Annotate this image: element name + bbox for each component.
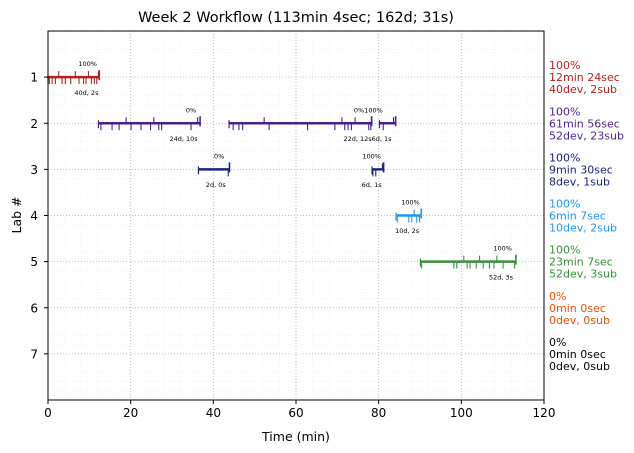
lab-5-summary-line: 52dev, 3sub [549,268,617,281]
lab-5-summary-line: 23min 7sec [549,256,613,269]
lab-3-annotation: 100% [362,152,381,160]
y-tick-label: 7 [30,347,38,361]
lab-2-annotation: 0%100% [354,106,383,114]
lab-2-summary-line: 100% [549,105,580,118]
grid-layer [47,31,545,400]
lab-6-summary-line: 0min 0sec [549,302,606,315]
lab-3-annotation: 2d, 0s [206,181,227,189]
lab-3-summary-line: 8dev, 1sub [549,175,610,188]
lab-1-annotation: 40d, 2s [74,89,99,97]
lab-4-annotation: 100% [401,199,420,207]
lab-4-summary-line: 10dev, 2sub [549,222,617,235]
lab-5-annotation: 100% [493,245,512,253]
lab-1-summary-line: 100% [549,59,580,72]
y-tick-label: 2 [30,117,38,131]
lab-2-summary-line: 61min 56sec [549,117,620,130]
lab-3-annotation: 6d, 1s [362,181,383,189]
plot-frame [47,30,545,401]
lab-6-summary-line: 0% [549,290,566,303]
lab-4-summary-line: 6min 7sec [549,210,606,223]
x-tick-label: 0 [44,406,52,420]
chart-title: Week 2 Workflow (113min 4sec; 162d; 31s) [138,10,454,26]
lab-1-summary-line: 12min 24sec [549,71,620,84]
lab-4-summary-line: 100% [549,198,580,211]
lab-4-annotation: 10d, 2s [395,227,420,235]
x-tick-label: 20 [123,406,138,420]
x-axis-label: Time (min) [261,429,330,444]
lab-3-summary-line: 100% [549,151,580,164]
lab-3-summary-line: 9min 30sec [549,163,613,176]
lab-2-summary-line: 52dev, 23sub [549,129,624,142]
y-tick-label: 3 [30,163,38,177]
lab-7-summary-line: 0% [549,336,566,349]
lab-2-annotation: 22d, 12s6d, 1s [343,135,392,143]
lab-7-summary-line: 0min 0sec [549,348,606,361]
lab-2-annotation: 0% [186,106,196,114]
x-tick-label: 100 [450,406,473,420]
y-tick-label: 6 [30,301,38,315]
lab-6-summary-line: 0dev, 0sub [549,314,610,327]
lab-1-annotation: 100% [78,60,97,68]
lab-5-summary-line: 100% [549,244,580,257]
x-tick-label: 60 [288,406,303,420]
lab-5-annotation: 52d, 3s [489,273,514,281]
axis-layer: 0 20 40 60 80 100 120 1 2 3 4 5 6 7 [30,30,556,420]
y-tick-label: 1 [30,71,38,85]
lab-3-annotation: 0% [214,152,224,160]
y-tick-label: 4 [30,209,38,223]
lab-2-annotation: 24d, 10s [169,135,198,143]
y-axis-label: Lab # [9,196,24,233]
lab-1-summary-line: 40dev, 2sub [549,83,617,96]
x-tick-label: 80 [371,406,386,420]
lab-7-summary-line: 0dev, 0sub [549,360,610,373]
x-tick-label: 40 [206,406,221,420]
x-tick-label: 120 [533,406,556,420]
y-tick-label: 5 [30,255,38,269]
